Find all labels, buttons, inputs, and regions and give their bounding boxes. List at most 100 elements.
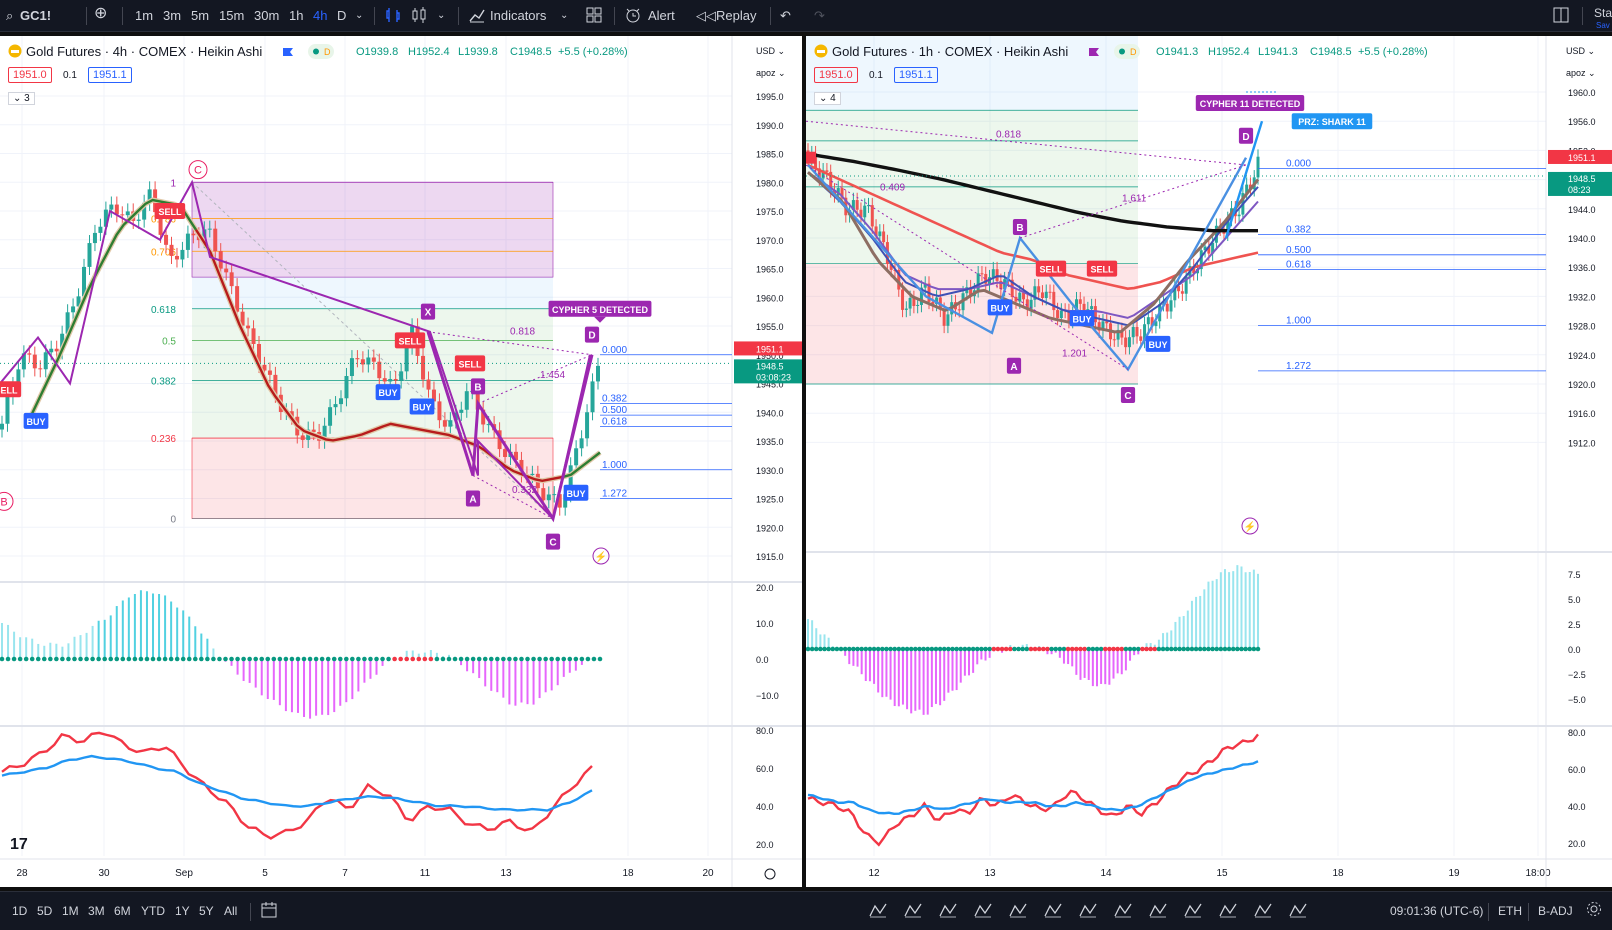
range-6m[interactable]: 6M: [114, 904, 131, 918]
session-button[interactable]: ETH: [1498, 904, 1522, 918]
alert-button[interactable]: Alert: [648, 8, 675, 23]
long-position-icon[interactable]: [1288, 901, 1308, 922]
candle-body: [874, 226, 878, 237]
range-1y[interactable]: 1Y: [175, 904, 190, 918]
zero-dot: [946, 646, 951, 652]
candle-body: [448, 420, 453, 427]
candle-body: [475, 390, 480, 410]
chart-title[interactable]: Gold Futures · 1h · COMEX · Heikin Ashi: [832, 44, 1069, 59]
candle-body: [513, 451, 518, 460]
candle-body: [904, 308, 908, 310]
price-tick: 1945.0: [756, 380, 784, 390]
interval-d[interactable]: D: [337, 8, 347, 23]
flag-icon[interactable]: [1088, 46, 1100, 64]
goto-date-icon[interactable]: [260, 901, 278, 922]
candle-body: [596, 365, 600, 382]
fib-circle-icon[interactable]: [1183, 901, 1203, 922]
zero-dot: [0, 656, 5, 662]
circle-letter: B: [0, 496, 7, 508]
indicators-button[interactable]: Indicators: [490, 8, 547, 23]
clock[interactable]: 09:01:36 (UTC-6): [1390, 904, 1484, 918]
chart-title[interactable]: Gold Futures · 4h · COMEX · Heikin Ashi: [26, 44, 263, 59]
abcd-pattern-icon[interactable]: [938, 901, 958, 922]
interval-3m[interactable]: 3m: [163, 8, 182, 23]
buy-price-button[interactable]: 1951.1: [894, 67, 938, 83]
zero-dot: [1156, 646, 1162, 652]
currency-button[interactable]: USD ⌄: [756, 46, 786, 56]
adjustment-button[interactable]: B-ADJ: [1538, 904, 1573, 918]
range-ytd[interactable]: YTD: [141, 904, 165, 918]
trend-line-icon[interactable]: [1113, 901, 1133, 922]
zero-dot: [386, 656, 391, 662]
replay-icon[interactable]: ◁◁: [696, 8, 716, 23]
interval-5m[interactable]: 5m: [191, 8, 210, 23]
trend-channel-icon[interactable]: [973, 901, 993, 922]
flag-icon[interactable]: [282, 46, 294, 64]
zero-dot: [1082, 646, 1087, 652]
layout-icon[interactable]: [1552, 6, 1570, 26]
templates-icon[interactable]: [585, 6, 603, 26]
fib-tool-icon[interactable]: [868, 901, 888, 922]
chart-canvas-left[interactable]: 1995.0 1990.0 1985.0 1980.0 1975.0 1970.0 1965…: [0, 36, 802, 887]
indicators-icon[interactable]: [468, 6, 486, 26]
bar-style-icon[interactable]: [385, 6, 401, 26]
abc-pattern-icon[interactable]: [903, 901, 923, 922]
horizontal-line-icon[interactable]: [1008, 901, 1028, 922]
symbol-search-icon[interactable]: ⌕: [6, 8, 14, 23]
sell-price-button[interactable]: 1951.0: [814, 67, 858, 83]
undo-icon[interactable]: ↶: [780, 8, 791, 23]
symbol-button[interactable]: GC1!: [20, 8, 52, 23]
gann-fan-icon[interactable]: [1253, 901, 1273, 922]
zero-dot: [1169, 646, 1174, 652]
settings-gear-icon[interactable]: [1586, 901, 1602, 920]
range-1d[interactable]: 1D: [12, 904, 28, 918]
interval-1m[interactable]: 1m: [135, 8, 154, 23]
range-1m[interactable]: 1M: [62, 904, 79, 918]
bars-icon[interactable]: [1078, 901, 1098, 922]
indicators-collapse-toggle[interactable]: ⌄ 3: [8, 92, 35, 105]
chevron-down-icon[interactable]: ⌄: [560, 10, 569, 21]
candle-body: [1044, 291, 1048, 298]
candle-body: [585, 412, 590, 439]
parallel-channel-icon[interactable]: [1218, 901, 1238, 922]
zero-dot: [102, 656, 107, 662]
sell-price-button[interactable]: 1951.0: [8, 67, 52, 83]
replay-button[interactable]: Replay: [716, 8, 757, 23]
chart-pane-left[interactable]: 1995.0 1990.0 1985.0 1980.0 1975.0 1970.0 1965…: [0, 36, 802, 887]
range-3m[interactable]: 3M: [88, 904, 105, 918]
publish-button[interactable]: Sta: [1594, 6, 1612, 20]
zero-dot: [277, 656, 283, 662]
chart-canvas-right[interactable]: 1960.01956.01952.01948.01944.01940.01936…: [806, 36, 1612, 887]
chart-pane-right[interactable]: 1960.01956.01952.01948.01944.01940.01936…: [806, 36, 1612, 887]
range-all[interactable]: All: [224, 904, 238, 918]
buy-price-button[interactable]: 1951.1: [88, 67, 132, 83]
extension-label: 0.500: [602, 405, 627, 416]
candle-body: [1078, 299, 1082, 304]
chevron-down-icon[interactable]: ⌄: [437, 10, 446, 21]
zero-dot: [991, 646, 997, 652]
interval-4h[interactable]: 4h: [313, 8, 328, 23]
zero-dot: [822, 646, 827, 652]
candle-style-icon[interactable]: [410, 6, 428, 26]
compare-add-icon[interactable]: ⊕: [94, 5, 108, 22]
signal-sell-bg: [0, 381, 22, 398]
alert-icon[interactable]: [624, 6, 642, 26]
ray-icon[interactable]: [1043, 901, 1063, 922]
interval-30m[interactable]: 30m: [254, 8, 280, 23]
scale-mode-button[interactable]: apoz ⌄: [756, 68, 786, 78]
redo-icon[interactable]: ↷: [814, 8, 825, 23]
zero-dot: [1107, 646, 1112, 652]
chevron-down-icon[interactable]: ⌄: [355, 10, 364, 21]
candle-body: [339, 398, 344, 405]
currency-button[interactable]: USD ⌄: [1566, 46, 1596, 56]
indicators-collapse-toggle[interactable]: ⌄ 4: [814, 92, 841, 105]
range-5d[interactable]: 5D: [37, 904, 53, 918]
interval-1h[interactable]: 1h: [289, 8, 304, 23]
scale-mode-button[interactable]: apoz ⌄: [1566, 68, 1596, 78]
xabcd-pattern-icon[interactable]: [1148, 901, 1168, 922]
osc-tick: 2.5: [1568, 620, 1581, 630]
interval-15m[interactable]: 15m: [219, 8, 245, 23]
range-5y[interactable]: 5Y: [199, 904, 214, 918]
ratio-label: 0.332: [512, 485, 537, 496]
